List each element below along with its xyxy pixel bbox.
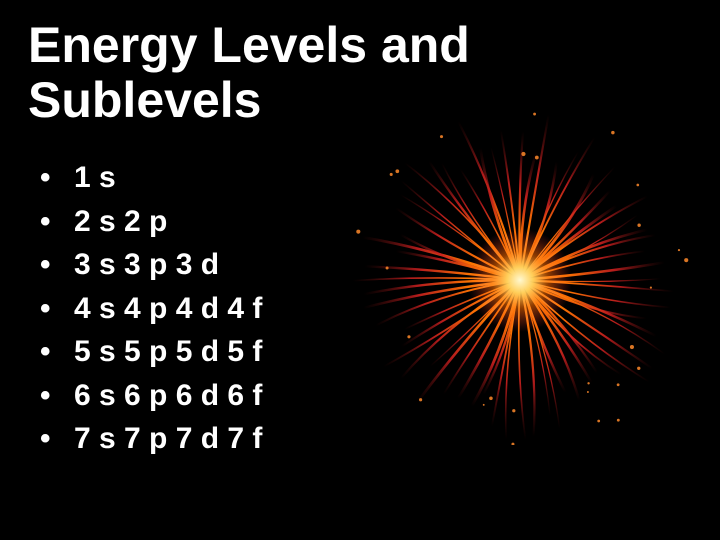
list-item: •2 s 2 p [40, 200, 720, 244]
bullet-icon: • [40, 287, 74, 331]
list-item-text: 2 s 2 p [74, 200, 167, 244]
list-item: •1 s [40, 156, 720, 200]
bullet-icon: • [40, 330, 74, 374]
bullet-icon: • [40, 374, 74, 418]
slide-title: Energy Levels and Sublevels [0, 0, 720, 128]
bullet-icon: • [40, 200, 74, 244]
slide-content: •1 s •2 s 2 p •3 s 3 p 3 d •4 s 4 p 4 d … [0, 128, 720, 461]
sublevel-list: •1 s •2 s 2 p •3 s 3 p 3 d •4 s 4 p 4 d … [40, 156, 720, 461]
list-item-text: 4 s 4 p 4 d 4 f [74, 287, 262, 331]
list-item: •4 s 4 p 4 d 4 f [40, 287, 720, 331]
bullet-icon: • [40, 243, 74, 287]
list-item-text: 1 s [74, 156, 116, 200]
list-item-text: 3 s 3 p 3 d [74, 243, 219, 287]
list-item: •7 s 7 p 7 d 7 f [40, 417, 720, 461]
list-item: •3 s 3 p 3 d [40, 243, 720, 287]
list-item: •6 s 6 p 6 d 6 f [40, 374, 720, 418]
list-item-text: 5 s 5 p 5 d 5 f [74, 330, 262, 374]
list-item-text: 7 s 7 p 7 d 7 f [74, 417, 262, 461]
title-line-2: Sublevels [28, 73, 720, 128]
list-item: •5 s 5 p 5 d 5 f [40, 330, 720, 374]
bullet-icon: • [40, 156, 74, 200]
title-line-1: Energy Levels and [28, 18, 720, 73]
list-item-text: 6 s 6 p 6 d 6 f [74, 374, 262, 418]
bullet-icon: • [40, 417, 74, 461]
